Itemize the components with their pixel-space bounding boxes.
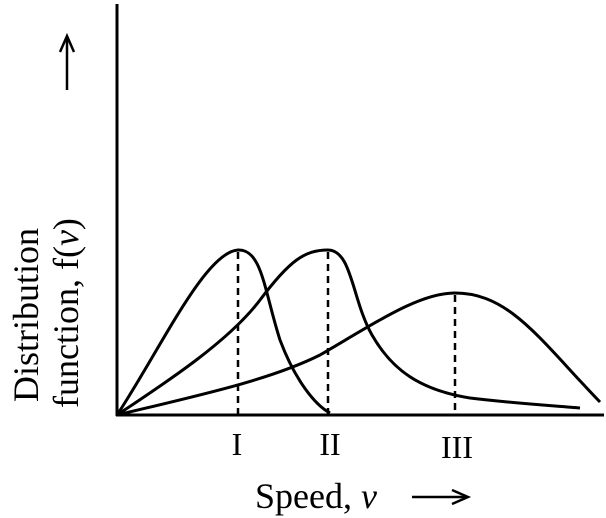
peak-label: III [441, 429, 473, 465]
curve-ii [116, 248, 581, 417]
x-arrow-head [451, 488, 472, 506]
y-axis-label-close: ) [46, 218, 86, 230]
x-axis-label-text: Speed, [255, 476, 361, 516]
y-axis-label-variable: v [46, 230, 86, 246]
peak-label: II [319, 426, 340, 462]
y-axis-label-line1: Distribution [6, 228, 46, 402]
peak-label: I [232, 426, 243, 462]
y-arrow-head [58, 32, 76, 53]
y-axis-label-text: function, f( [46, 246, 86, 408]
y-axis-label-line2: function, f(v) [46, 218, 86, 408]
curve-iii [116, 291, 602, 417]
curve-i [115, 248, 331, 416]
x-axis-label-variable: v [361, 476, 377, 516]
x-axis-label: Speed, v [255, 476, 377, 516]
